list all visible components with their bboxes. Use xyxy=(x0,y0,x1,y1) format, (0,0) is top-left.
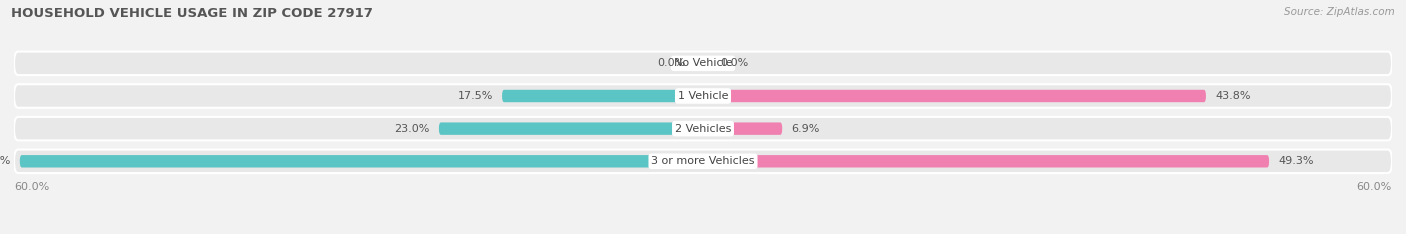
Text: 0.0%: 0.0% xyxy=(658,58,686,68)
FancyBboxPatch shape xyxy=(703,122,782,135)
Text: 23.0%: 23.0% xyxy=(394,124,430,134)
FancyBboxPatch shape xyxy=(20,155,703,168)
FancyBboxPatch shape xyxy=(703,155,1270,168)
Text: 1 Vehicle: 1 Vehicle xyxy=(678,91,728,101)
Text: HOUSEHOLD VEHICLE USAGE IN ZIP CODE 27917: HOUSEHOLD VEHICLE USAGE IN ZIP CODE 2791… xyxy=(11,7,373,20)
Text: 3 or more Vehicles: 3 or more Vehicles xyxy=(651,156,755,166)
FancyBboxPatch shape xyxy=(439,122,703,135)
Text: 60.0%: 60.0% xyxy=(1357,182,1392,192)
FancyBboxPatch shape xyxy=(14,51,1392,75)
Text: 0.0%: 0.0% xyxy=(720,58,748,68)
Text: 6.9%: 6.9% xyxy=(792,124,820,134)
Text: Source: ZipAtlas.com: Source: ZipAtlas.com xyxy=(1284,7,1395,17)
Text: 59.5%: 59.5% xyxy=(0,156,11,166)
Text: 17.5%: 17.5% xyxy=(457,91,494,101)
FancyBboxPatch shape xyxy=(502,90,703,102)
Text: 49.3%: 49.3% xyxy=(1278,156,1313,166)
Text: No Vehicle: No Vehicle xyxy=(673,58,733,68)
FancyBboxPatch shape xyxy=(14,84,1392,108)
Text: 60.0%: 60.0% xyxy=(14,182,49,192)
FancyBboxPatch shape xyxy=(14,150,1392,173)
FancyBboxPatch shape xyxy=(703,90,1206,102)
Text: 43.8%: 43.8% xyxy=(1215,91,1250,101)
Text: 2 Vehicles: 2 Vehicles xyxy=(675,124,731,134)
FancyBboxPatch shape xyxy=(14,117,1392,140)
